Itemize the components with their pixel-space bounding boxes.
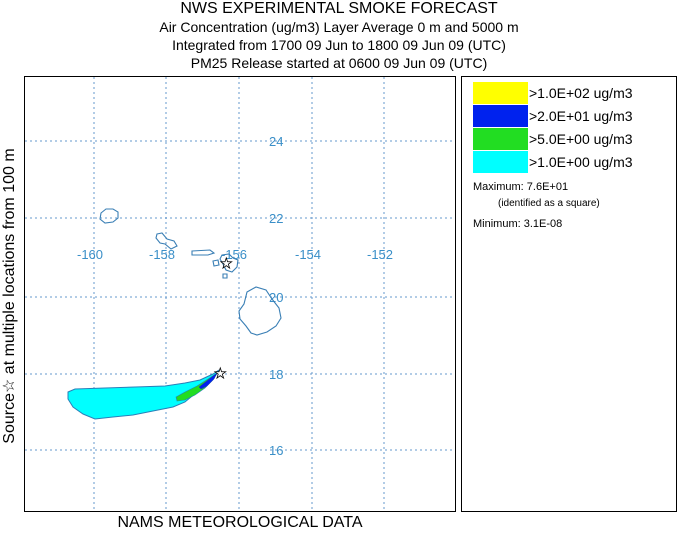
lon-label-152: -152 — [367, 247, 393, 262]
subtitle-concentration: Air Concentration (ug/m3) Layer Average … — [159, 19, 519, 35]
legend-maximum-note: (identified as a square) — [498, 198, 600, 209]
island-oahu — [155, 232, 178, 250]
legend-swatch — [473, 151, 528, 173]
lat-label-20: 20 — [269, 290, 283, 305]
lon-label-154: -154 — [295, 247, 321, 262]
lat-label-16: 16 — [269, 443, 283, 458]
legend-label: >1.0E+02 ug/m3 — [529, 85, 633, 101]
island-maui — [219, 253, 239, 273]
legend-label: >1.0E+00 ug/m3 — [529, 154, 633, 170]
island-lanai — [212, 259, 220, 267]
plume-level-1 — [67, 369, 220, 420]
source-star-icon: ★ — [214, 366, 227, 382]
legend-minimum: Minimum: 3.1E-08 — [473, 218, 563, 230]
island-hawaii — [238, 286, 282, 336]
smoke-plume — [67, 369, 220, 420]
legend-swatch — [473, 82, 528, 104]
grid-lines — [25, 77, 455, 511]
plume-level-3 — [198, 372, 218, 390]
lat-label-24: 24 — [269, 134, 283, 149]
source-star-icon: ★ — [220, 256, 233, 272]
legend-label: >2.0E+01 ug/m3 — [529, 108, 633, 124]
legend-label: >5.0E+00 ug/m3 — [529, 131, 633, 147]
lon-label-158: -158 — [149, 247, 175, 262]
coastlines — [99, 208, 282, 336]
met-data-label: NAMS METEOROLOGICAL DATA — [117, 514, 363, 531]
lat-label-22: 22 — [269, 211, 283, 226]
lat-label-18: 18 — [269, 367, 283, 382]
legend-swatch — [473, 105, 528, 127]
map-panel: -160 -158 -156 -154 -152 24 22 20 18 16 — [24, 76, 456, 512]
island-kauai — [99, 208, 119, 224]
map-canvas: -160 -158 -156 -154 -152 24 22 20 18 16 — [25, 77, 455, 511]
legend-panel: >1.0E+02 ug/m3 >2.0E+01 ug/m3 >5.0E+00 u… — [461, 76, 677, 512]
lon-label-156: -156 — [221, 247, 247, 262]
island-molokai — [191, 249, 216, 256]
subtitle-release-start: PM25 Release started at 0600 09 Jun 09 (… — [190, 55, 488, 71]
source-side-label: Source☆ at multiple locations from 100 m — [1, 148, 18, 444]
legend-maximum: Maximum: 7.6E+01 — [473, 181, 569, 193]
lon-label-160: -160 — [77, 247, 103, 262]
forecast-title: NWS EXPERIMENTAL SMOKE FORECAST — [180, 0, 498, 17]
legend-swatch — [473, 128, 528, 150]
island-kahoolawe — [222, 273, 228, 279]
subtitle-integration-period: Integrated from 1700 09 Jun to 1800 09 J… — [172, 37, 506, 53]
